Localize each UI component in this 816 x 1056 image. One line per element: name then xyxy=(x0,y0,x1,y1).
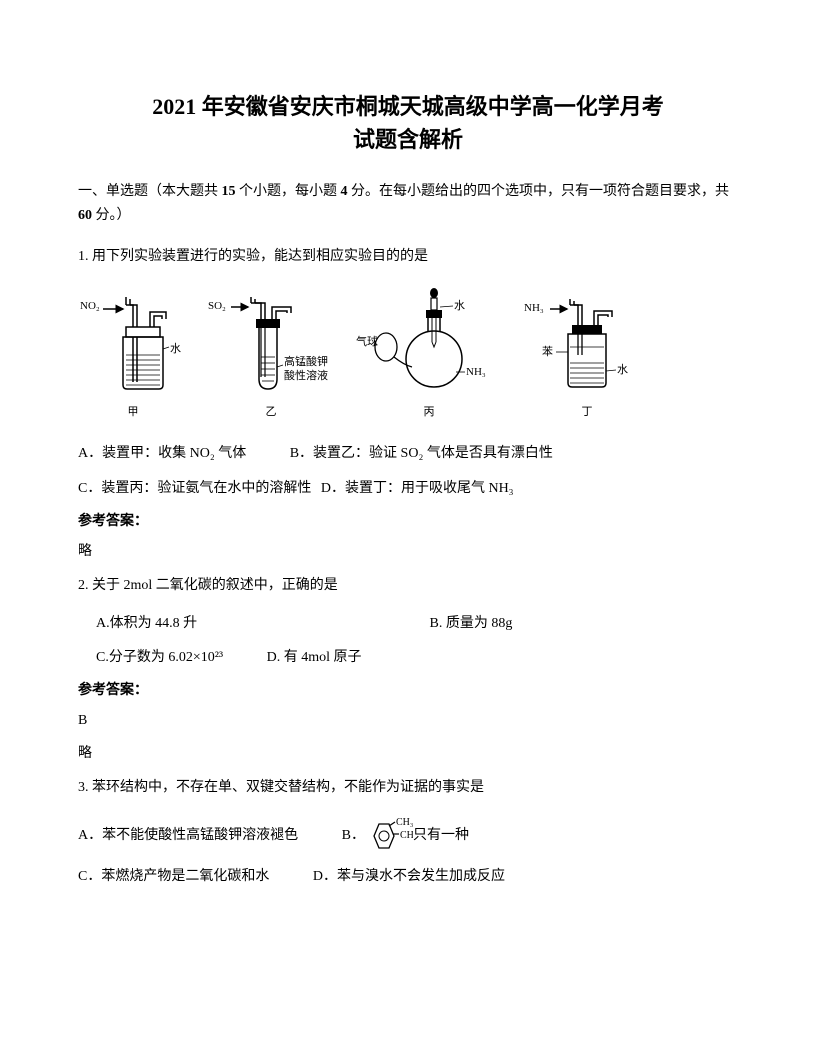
q2-optC: C.分子数为 6.02×10²³ xyxy=(96,645,223,672)
q3-options-ab: A．苯不能使酸性高锰酸钾溶液褪色 B． CH₃ CH₃ 只有一种 xyxy=(78,816,738,856)
q1-answer: 略 xyxy=(78,541,738,563)
q3-optC: C．苯燃烧产物是二氧化碳和水 xyxy=(78,864,269,891)
q1-options-cd: C．装置丙：验证氨气在水中的溶解性 D．装置丁：用于吸收尾气 NH₃ xyxy=(78,476,738,503)
apparatus-diagrams: NO₂ 水 甲 xyxy=(78,287,738,422)
q1-optD: D．装置丁：用于吸收尾气 NH₃ xyxy=(321,481,514,496)
q2-stem: 2. 关于 2mol 二氧化碳的叙述中，正确的是 xyxy=(78,573,738,598)
svg-text:NH₃: NH₃ xyxy=(466,366,486,378)
q1-optB: B．装置乙：验证 SO₂ 气体是否具有漂白性 xyxy=(290,446,553,461)
q2-optB: B. 质量为 88g xyxy=(430,616,513,631)
svg-text:水: 水 xyxy=(454,299,465,312)
svg-text:苯: 苯 xyxy=(542,344,553,358)
q3-optB: B． CH₃ CH₃ 只有一种 xyxy=(342,816,469,856)
svg-text:水: 水 xyxy=(617,363,628,376)
label-ding: 丁 xyxy=(582,404,593,422)
q3-optA: A．苯不能使酸性高锰酸钾溶液褪色 xyxy=(78,823,298,850)
title-line1: 2021 年安徽省安庆市桐城天城高级中学高一化学月考 xyxy=(152,94,664,119)
apparatus-bing: 水 气球 NH₃ 丙 xyxy=(354,287,504,422)
q3-stem: 3. 苯环结构中，不存在单、双键交替结构，不能作为证据的事实是 xyxy=(78,775,738,800)
apparatus-jia: NO₂ 水 甲 xyxy=(78,297,188,422)
q2-options-ab: A.体积为 44.8 升 B. 质量为 88g xyxy=(78,611,738,638)
q2-answer-label: 参考答案： xyxy=(78,680,738,702)
label-yi: 乙 xyxy=(266,404,277,422)
label-no2: NO₂ xyxy=(80,300,100,312)
q1-optC: C．装置丙：验证氨气在水中的溶解性 xyxy=(78,481,311,496)
apparatus-ding: NH₃ 苯 水 xyxy=(522,297,652,422)
svg-text:CH₃: CH₃ xyxy=(400,830,413,841)
label-jia: 甲 xyxy=(128,404,139,422)
q1-options-ab: A．装置甲：收集 NO₂ 气体 B．装置乙：验证 SO₂ 气体是否具有漂白性 xyxy=(78,441,738,468)
svg-text:酸性溶液: 酸性溶液 xyxy=(284,368,328,382)
q1-optA: A．装置甲：收集 NO₂ 气体 xyxy=(78,441,246,468)
q1-answer-label: 参考答案： xyxy=(78,511,738,533)
svg-text:水: 水 xyxy=(170,342,181,355)
benzene-icon: CH₃ CH₃ xyxy=(365,816,413,856)
title-line2: 试题含解析 xyxy=(353,127,463,152)
exam-title: 2021 年安徽省安庆市桐城天城高级中学高一化学月考 试题含解析 xyxy=(78,90,738,156)
q2-optD: D. 有 4mol 原子 xyxy=(267,650,362,665)
q2-optA: A.体积为 44.8 升 xyxy=(96,611,386,638)
svg-text:气球: 气球 xyxy=(356,334,378,348)
label-bing: 丙 xyxy=(424,404,435,422)
q2-answer-letter: B xyxy=(78,710,738,732)
svg-text:高锰酸钾: 高锰酸钾 xyxy=(284,354,328,368)
q3-optD: D．苯与溴水不会发生加成反应 xyxy=(313,869,505,884)
label-so2: SO₂ xyxy=(208,300,226,312)
q1-stem: 1. 用下列实验装置进行的实验，能达到相应实验目的的是 xyxy=(78,244,738,269)
q3-options-cd: C．苯燃烧产物是二氧化碳和水 D．苯与溴水不会发生加成反应 xyxy=(78,864,738,891)
label-nh3-arrow: NH₃ xyxy=(524,302,544,314)
apparatus-yi: SO₂ 高锰酸钾 酸性溶液 乙 xyxy=(206,297,336,422)
q2-options-cd: C.分子数为 6.02×10²³ D. 有 4mol 原子 xyxy=(78,645,738,672)
q2-answer-extra: 略 xyxy=(78,743,738,765)
svg-text:CH₃: CH₃ xyxy=(396,817,413,828)
section-header: 一、单选题（本大题共 15 个小题，每小题 4 分。在每小题给出的四个选项中，只… xyxy=(78,180,738,228)
